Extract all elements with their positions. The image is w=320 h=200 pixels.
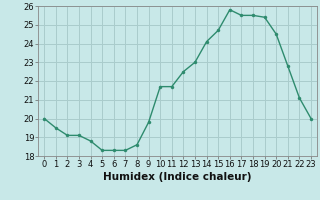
X-axis label: Humidex (Indice chaleur): Humidex (Indice chaleur) bbox=[103, 172, 252, 182]
